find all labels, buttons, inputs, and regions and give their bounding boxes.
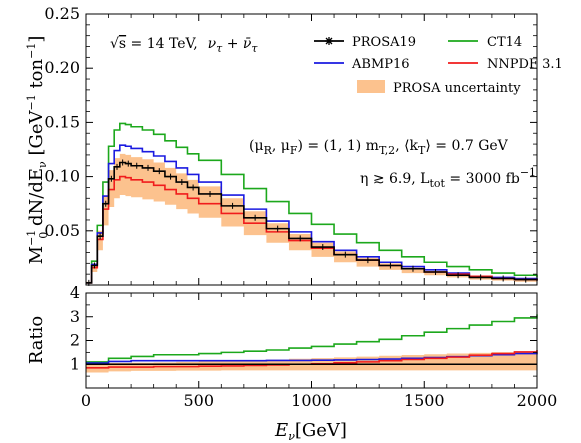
legend-label-uncertainty: PROSA uncertainty — [393, 81, 521, 96]
prosa-marker — [500, 275, 507, 282]
prosa-marker — [145, 164, 152, 171]
legend-item-nnpdf: NNPDF 3.1 — [448, 57, 563, 72]
legend-swatch-uncertainty — [357, 80, 385, 93]
prosa-marker — [364, 257, 371, 264]
main-y-tick-labels: 0.05 0.10 0.15 0.20 0.25 — [44, 4, 80, 240]
prosa-marker — [207, 190, 214, 197]
prosa-marker — [167, 173, 174, 180]
ratio-y-tick-label: 2 — [70, 331, 80, 350]
main-ticks — [85, 13, 538, 285]
main-y-tick-label: 0.25 — [44, 4, 80, 23]
ratio-y-axis-label: Ratio — [26, 316, 47, 365]
luminosity-annotation: η ≳ 6.9, Ltot = 3000 fb−1 — [360, 166, 536, 190]
prosa-marker — [342, 251, 349, 258]
ratio-ticks — [85, 292, 538, 388]
prosa-marker — [252, 214, 259, 221]
main-line-prosa — [86, 161, 538, 284]
ratio-y-tick-label: 3 — [70, 307, 80, 326]
main-y-tick-label: 0.05 — [44, 221, 80, 240]
legend-label-abmp16: ABMP16 — [351, 57, 410, 72]
main-y-tick-label: 0.10 — [44, 167, 80, 186]
legend-item-ct14: CT14 — [448, 35, 522, 50]
main-y-tick-label: 0.20 — [44, 58, 80, 77]
prosa-marker — [156, 168, 163, 175]
main-y-tick-label: 0.15 — [44, 112, 80, 131]
ratio-y-tick-label: 4 — [70, 283, 80, 302]
prosa-marker — [319, 244, 326, 251]
legend-item-abmp16: ABMP16 — [314, 57, 410, 72]
legend-marker-prosa19 — [325, 37, 333, 45]
prosa-marker — [91, 262, 98, 269]
legend-label-prosa19: PROSA19 — [352, 35, 416, 50]
legend-item-uncertainty: PROSA uncertainty — [357, 80, 521, 96]
legend: PROSA19 CT14 ABMP16 NNPDF 3.1 PROSA unce… — [314, 35, 563, 96]
main-uncertainty-band-area — [86, 153, 537, 284]
prosa-marker — [387, 262, 394, 269]
ratio-panel: 1 2 3 4 0 500 1000 1500 2000 Ratio Eν[GeV] — [26, 283, 557, 443]
prosa-markers — [85, 159, 529, 286]
main-y-axis-label: M−10 dN/dEν [GeV−1 ton−1] — [25, 36, 50, 265]
prosa-marker — [297, 235, 304, 242]
ratio-y-tick-label: 1 — [70, 354, 80, 373]
x-tick-labels: 0 500 1000 1500 2000 — [81, 391, 557, 410]
x-tick-label: 500 — [183, 391, 214, 410]
prosa-marker — [229, 202, 236, 209]
x-tick-label: 1500 — [404, 391, 445, 410]
prosa-marker — [114, 163, 121, 170]
ratio-plot-frame — [85, 292, 538, 389]
prosa-marker — [133, 162, 140, 169]
legend-label-nnpdf: NNPDF 3.1 — [487, 57, 563, 72]
x-tick-label: 2000 — [517, 391, 558, 410]
x-tick-label: 1000 — [291, 391, 332, 410]
prosa-marker — [409, 265, 416, 272]
ratio-series-lines — [86, 314, 538, 369]
main-series-lines — [86, 122, 538, 284]
legend-item-prosa19: PROSA19 — [314, 35, 416, 50]
prosa-marker — [432, 268, 439, 275]
prosa-marker — [522, 276, 529, 283]
prosa-marker — [178, 179, 185, 186]
prosa-marker — [102, 200, 109, 207]
main-uncertainty-band — [86, 153, 537, 284]
prosa-marker — [97, 233, 104, 240]
prosa-marker — [190, 184, 197, 191]
prosa-marker — [455, 272, 462, 279]
scale-annotation: (μR, μF) = (1, 1) mT,2, ⟨kT⟩ = 0.7 GeV — [249, 138, 509, 157]
prosa-marker — [274, 225, 281, 232]
main-panel: 0.05 0.10 0.15 0.20 0.25 M−10 dN/dEν [GeV−1 … — [25, 4, 563, 286]
ratio-y-tick-labels: 1 2 3 4 — [70, 283, 80, 373]
prosa-marker — [125, 160, 132, 167]
prosa-marker — [119, 159, 126, 166]
energy-annotation: √s = 14 TeV, ντ + ν̄τ — [110, 36, 258, 55]
prosa-marker — [108, 175, 115, 182]
main-line-abmp16 — [86, 144, 538, 284]
main-line-ct14 — [86, 122, 538, 284]
ratio-line-ct14 — [86, 314, 538, 363]
legend-label-ct14: CT14 — [487, 35, 522, 50]
x-axis-label: Eν[GeV] — [274, 420, 347, 443]
prosa-marker — [477, 274, 484, 281]
x-tick-label: 0 — [81, 391, 91, 410]
